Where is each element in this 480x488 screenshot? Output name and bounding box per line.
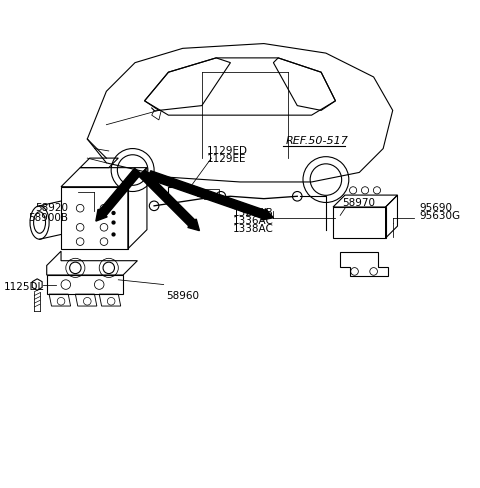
Text: 58960: 58960 bbox=[166, 291, 199, 302]
Text: 1336AC: 1336AC bbox=[233, 216, 274, 226]
Text: 1338AC: 1338AC bbox=[233, 224, 274, 234]
Text: 1327AB: 1327AB bbox=[233, 208, 274, 218]
Text: 58970: 58970 bbox=[343, 199, 376, 208]
Text: 1129EE: 1129EE bbox=[206, 154, 246, 164]
Text: 1129ED: 1129ED bbox=[206, 146, 248, 156]
FancyArrow shape bbox=[139, 170, 199, 231]
Text: 95630G: 95630G bbox=[419, 211, 460, 222]
Circle shape bbox=[112, 221, 115, 224]
Text: REF.50-517: REF.50-517 bbox=[285, 137, 348, 146]
Text: 1125DL: 1125DL bbox=[4, 282, 44, 292]
Circle shape bbox=[112, 212, 115, 214]
Circle shape bbox=[112, 233, 115, 236]
FancyArrow shape bbox=[96, 168, 141, 221]
Text: 58920: 58920 bbox=[35, 203, 68, 213]
FancyArrow shape bbox=[148, 171, 274, 220]
Text: 95690: 95690 bbox=[419, 203, 452, 213]
Text: 58900B: 58900B bbox=[28, 213, 68, 223]
